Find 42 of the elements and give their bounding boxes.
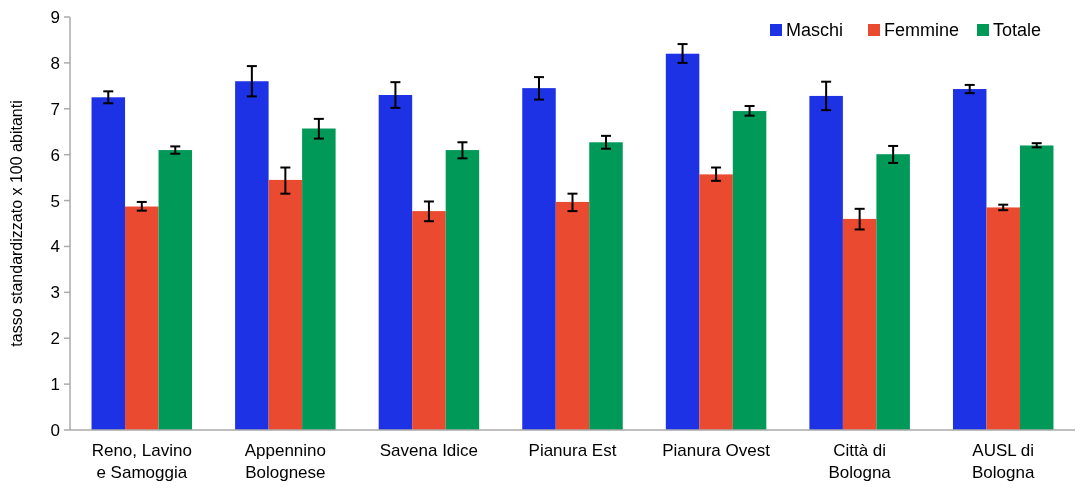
bar (268, 179, 303, 430)
y-tick-label: 2 (50, 329, 60, 349)
legend-label: Maschi (786, 20, 844, 41)
y-tick-label: 4 (50, 237, 60, 257)
bar (986, 207, 1020, 430)
x-tick-label: Savena Idice (379, 441, 479, 460)
bar (91, 97, 126, 430)
x-tick-label: Pianura Ovest (662, 441, 771, 460)
bar (555, 201, 590, 430)
bar (522, 88, 556, 430)
bar (302, 128, 336, 430)
y-tick-label: 9 (50, 7, 60, 27)
y-tick-label: 6 (50, 145, 60, 165)
y-tick-label: 1 (50, 375, 60, 395)
x-tick-label: Appennino Bolognese (244, 441, 327, 482)
y-tick-label: 3 (50, 283, 60, 303)
bar (235, 81, 269, 430)
y-tick-label: 7 (50, 99, 60, 119)
y-tick-label: 8 (50, 53, 60, 73)
bar (589, 142, 623, 430)
bar (158, 150, 193, 430)
bar (809, 95, 843, 430)
y-axis-title: tasso standardizzato x 100 abitanti (8, 100, 25, 347)
legend-label: Totale (993, 20, 1042, 41)
bar (699, 174, 733, 430)
legend-label: Femmine (884, 20, 960, 41)
bar (1019, 145, 1054, 430)
bar (876, 154, 910, 430)
bar (952, 89, 987, 430)
bar (125, 206, 159, 430)
bar (732, 111, 767, 430)
bar (445, 150, 480, 430)
x-tick-label: AUSL di Bologna (972, 441, 1035, 482)
bar (842, 218, 877, 430)
y-tick-label: 5 (50, 191, 60, 211)
y-tick-label: 0 (50, 420, 60, 440)
bar (665, 53, 700, 430)
x-tick-label: Reno, Lavino e Samoggia (91, 441, 192, 482)
x-tick-label: Città di Bologna (828, 441, 892, 482)
bar (378, 95, 413, 430)
x-tick-label: Pianura Est (528, 441, 617, 460)
bar (412, 211, 446, 430)
